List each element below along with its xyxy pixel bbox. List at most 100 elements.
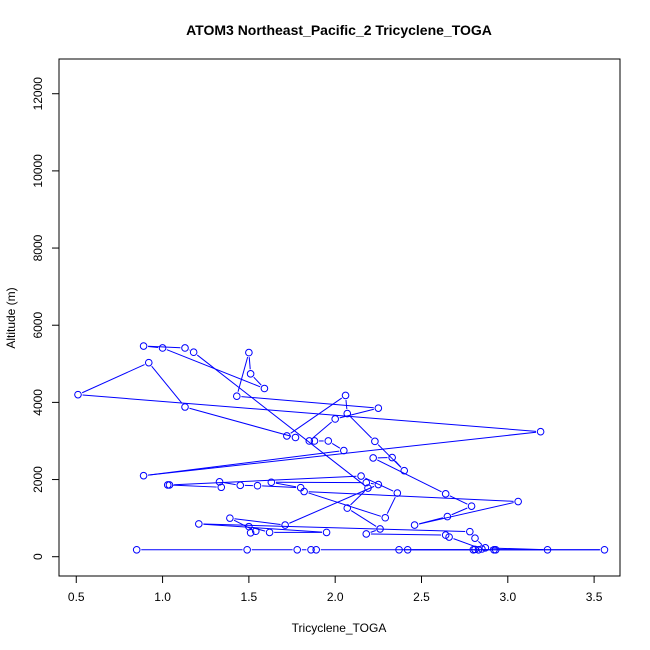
data-point xyxy=(474,545,483,554)
data-point xyxy=(340,446,348,455)
series-segment xyxy=(253,376,262,386)
data-point xyxy=(343,504,352,512)
data-point xyxy=(144,358,153,367)
series-segment xyxy=(151,365,183,404)
data-point xyxy=(466,527,474,536)
data-point xyxy=(374,480,383,489)
data-point xyxy=(74,390,82,399)
series-segment xyxy=(451,507,468,516)
data-point xyxy=(403,545,412,554)
data-point xyxy=(245,348,253,357)
data-point xyxy=(471,545,479,554)
data-point xyxy=(471,534,479,542)
data-point xyxy=(514,497,522,506)
data-point xyxy=(400,466,409,475)
data-point xyxy=(307,545,315,554)
series-segment xyxy=(289,485,375,524)
series-segment xyxy=(345,399,348,410)
y-tick-label: 8000 xyxy=(31,234,45,261)
series-segment xyxy=(478,540,483,546)
data-point xyxy=(139,342,148,350)
data-point xyxy=(215,478,224,486)
series-segment xyxy=(148,450,340,476)
data-point xyxy=(305,437,314,445)
data-point xyxy=(158,344,167,352)
data-point xyxy=(217,483,226,492)
data-point xyxy=(246,370,255,378)
data-point xyxy=(283,432,291,440)
data-point xyxy=(195,520,203,528)
series-segment xyxy=(377,459,442,493)
data-point xyxy=(369,454,377,462)
y-tick-label: 12000 xyxy=(31,77,45,111)
data-point xyxy=(291,433,300,442)
series-segment xyxy=(248,357,251,370)
data-point xyxy=(246,528,255,537)
data-point xyxy=(357,472,365,480)
data-point xyxy=(324,437,333,445)
data-point xyxy=(181,344,189,352)
series-segment xyxy=(223,482,236,486)
series-segment xyxy=(241,396,374,409)
series-segment xyxy=(275,482,297,488)
data-point xyxy=(490,545,498,554)
series-segment xyxy=(196,354,365,486)
series-segment xyxy=(82,394,537,432)
data-point xyxy=(393,489,402,497)
data-point xyxy=(253,481,262,490)
data-point xyxy=(165,481,174,489)
series-segment xyxy=(312,421,333,439)
data-point xyxy=(395,545,403,554)
plot-frame xyxy=(58,58,621,577)
series-segment xyxy=(308,492,382,517)
data-point xyxy=(260,384,269,393)
y-tick-label: 2000 xyxy=(31,466,45,493)
data-point xyxy=(251,527,260,536)
x-tick-label: 2.0 xyxy=(327,590,344,604)
series-segment xyxy=(418,517,444,525)
series-segment xyxy=(172,484,217,488)
data-point xyxy=(467,502,476,510)
y-tick-label: 0 xyxy=(31,553,45,560)
data-point xyxy=(139,471,148,480)
data-point xyxy=(371,437,379,446)
series-segment xyxy=(418,502,514,525)
data-point xyxy=(343,409,352,418)
data-point xyxy=(374,404,383,412)
series-segment xyxy=(148,345,181,349)
x-axis: 0.5 1.0 1.5 2.0 2.5 3.0 3.5 xyxy=(68,576,603,604)
plot-area xyxy=(74,342,609,554)
series-segment xyxy=(234,518,281,525)
series-segment xyxy=(370,530,376,533)
y-axis-label: Altitude (m) xyxy=(4,287,18,348)
series-segment xyxy=(174,475,357,486)
data-point xyxy=(281,521,289,529)
data-point xyxy=(310,437,319,445)
data-point xyxy=(481,544,490,552)
data-point xyxy=(536,427,545,436)
series-segment xyxy=(203,523,466,532)
data-point xyxy=(265,528,274,537)
data-point xyxy=(376,525,384,533)
series-segment xyxy=(365,477,394,492)
x-axis-label: Tricyclene_TOGA xyxy=(292,621,387,635)
data-point xyxy=(232,392,241,401)
series-segment xyxy=(350,416,372,439)
y-tick-label: 6000 xyxy=(31,312,45,339)
series-segment xyxy=(237,356,249,392)
data-point xyxy=(300,487,308,496)
y-tick-label: 4000 xyxy=(31,389,45,416)
series-segment xyxy=(370,533,442,536)
x-tick-label: 1.0 xyxy=(154,590,171,604)
series-segment xyxy=(189,407,292,437)
x-tick-label: 3.0 xyxy=(499,590,516,604)
data-point xyxy=(600,545,609,554)
data-point xyxy=(312,545,320,554)
series-segment xyxy=(233,519,252,530)
data-point xyxy=(388,453,396,462)
series-segment xyxy=(331,442,341,449)
data-point xyxy=(362,478,371,487)
y-tick-label: 10000 xyxy=(31,154,45,188)
data-point xyxy=(543,545,552,554)
